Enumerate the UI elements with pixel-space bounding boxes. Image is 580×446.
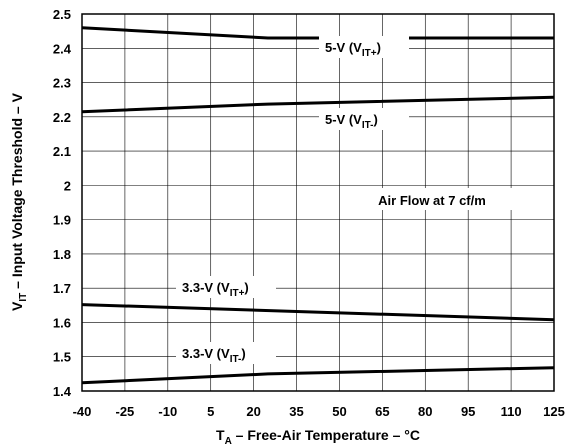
series-line xyxy=(81,26,554,40)
x-tick-label: -25 xyxy=(116,404,135,419)
x-axis-label: TA – Free-Air Temperature – °C xyxy=(216,427,420,446)
series-label: 5-V (VIT-) xyxy=(325,112,378,131)
series-label: 5-V (VIT+) xyxy=(325,40,381,59)
series-label-bg xyxy=(319,36,409,58)
y-tick-label: 1.9 xyxy=(53,213,71,228)
y-tick-label: 2.2 xyxy=(53,110,71,125)
y-axis-label-main: V xyxy=(9,301,25,311)
x-axis-label-main: T xyxy=(216,427,225,443)
plot-frame xyxy=(81,13,555,392)
y-tick-label: 1.8 xyxy=(53,247,71,262)
y-tick-label: 2 xyxy=(64,178,71,193)
x-axis-label-sub: A xyxy=(225,436,232,446)
x-tick-label: 65 xyxy=(375,404,389,419)
y-axis-label-rest: – Input Voltage Threshold – V xyxy=(9,92,25,292)
x-tick-label: -40 xyxy=(73,404,92,419)
y-axis-label: VIT – Input Voltage Threshold – V xyxy=(9,92,29,311)
x-tick-label: 5 xyxy=(207,404,214,419)
grid xyxy=(82,14,554,391)
x-tick-label: 125 xyxy=(543,404,565,419)
y-tick-label: 1.6 xyxy=(53,315,71,330)
series-lines xyxy=(81,26,555,385)
x-tick-label: 95 xyxy=(461,404,475,419)
x-tick-label: 50 xyxy=(332,404,346,419)
x-axis-label-rest: – Free-Air Temperature – °C xyxy=(232,427,420,443)
series-line xyxy=(81,366,555,385)
y-tick-label: 2.5 xyxy=(53,7,71,22)
y-tick-label: 2.4 xyxy=(53,41,72,56)
y-tick-label: 2.3 xyxy=(53,76,71,91)
series-line xyxy=(81,95,555,114)
y-tick-label: 1.4 xyxy=(53,384,72,399)
annotation: Air Flow at 7 cf/m xyxy=(378,193,486,208)
series-label-bg xyxy=(176,342,276,364)
x-tick-label: 35 xyxy=(289,404,303,419)
x-tick-label: -10 xyxy=(158,404,177,419)
x-tick-label: 80 xyxy=(418,404,432,419)
series-label-bg xyxy=(176,276,276,298)
y-axis-label-sub: IT xyxy=(18,293,29,302)
series-label: 3.3-V (VIT+) xyxy=(182,280,249,299)
series-labels: 5-V (VIT+) 5-V (VIT-) 3.3-V (VIT+) 3.3-V (V… xyxy=(176,36,409,365)
y-tick-label: 1.5 xyxy=(53,350,71,365)
annotation-box xyxy=(346,188,518,210)
tick-labels: -40 -25 -10 5 20 35 50 65 80 95 110 125 1.4 1.5 1.6 1.7… xyxy=(53,7,565,419)
y-tick-label: 2.1 xyxy=(53,144,71,159)
x-tick-label: 110 xyxy=(501,404,522,419)
series-label: 3.3-V (VIT-) xyxy=(182,346,246,365)
y-tick-label: 1.7 xyxy=(53,281,71,296)
series-line xyxy=(81,303,555,322)
x-tick-label: 20 xyxy=(246,404,260,419)
series-label-bg xyxy=(319,108,409,130)
